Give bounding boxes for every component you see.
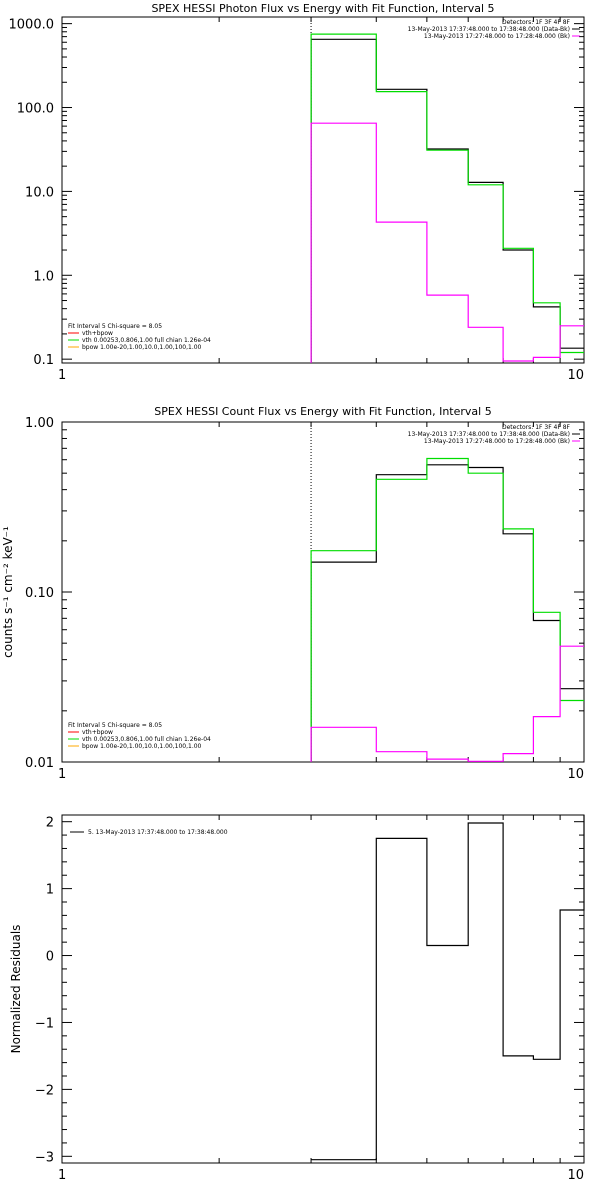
series-fit	[310, 33, 584, 363]
legend-top-line: 13-May-2013 17:37:48.000 to 17:38:48.000…	[408, 26, 570, 33]
legend-bottom-line: vth+bpow	[82, 330, 113, 337]
legend-top-line: 13-May-2013 17:37:48.000 to 17:38:48.000…	[408, 431, 570, 438]
y-tick-label: 0.10	[25, 586, 54, 601]
x-tick-label: 1	[58, 368, 66, 383]
y-tick-label: −1	[35, 1016, 54, 1031]
chart-title: SPEX HESSI Count Flux vs Energy with Fit…	[154, 405, 491, 418]
plot-frame	[61, 16, 585, 364]
legend-bottom-line: vth 0.00253,0.806,1.00 full chian 1.26e-…	[82, 736, 211, 743]
y-tick-label: 0	[46, 950, 54, 965]
x-tick-label: 10	[567, 767, 584, 782]
y-tick-label: 10.0	[25, 185, 54, 200]
plot-frame	[61, 814, 585, 1164]
series-background	[310, 645, 584, 762]
legend-top-line: 13-May-2013 17:27:48.000 to 17:28:48.000…	[424, 33, 570, 40]
legend-top-line: 5. 13-May-2013 17:37:48.000 to 17:38:48.…	[88, 829, 228, 836]
series-data	[310, 38, 584, 363]
legend-bottom-line: Fit Interval 5 Chi-square = 8.05	[68, 323, 162, 330]
series-fit	[310, 457, 584, 762]
chart-2: SPEX HESSI Count Flux vs Energy with Fit…	[1, 405, 585, 782]
legend-bottom-line: bpow 1.00e-20,1.00,10.0,1.00,100,1.00	[82, 344, 202, 351]
y-tick-label: 1.00	[25, 416, 54, 431]
legend-bottom-line: vth 0.00253,0.806,1.00 full chian 1.26e-…	[82, 337, 211, 344]
y-tick-label: 100.0	[17, 102, 54, 117]
y-tick-label: 1.0	[33, 269, 54, 284]
series-data	[310, 464, 584, 762]
legend-bottom-line: Fit Interval 5 Chi-square = 8.05	[68, 722, 162, 729]
chart-3: Normalized Residuals 1 10 −3 −2 −1 0 1 2 5. 13-Ma…	[9, 814, 585, 1183]
y-tick-label: 2	[46, 816, 54, 831]
legend-bottom-line: bpow 1.00e-20,1.00,10.0,1.00,100,1.00	[82, 743, 202, 750]
plot-frame	[61, 421, 585, 763]
y-tick-label: 0.1	[33, 353, 54, 368]
x-tick-label: 10	[567, 1168, 584, 1183]
legend-bottom-line: vth+bpow	[82, 729, 113, 736]
y-tick-label: 1	[46, 883, 54, 898]
y-axis-label: Normalized Residuals	[9, 925, 23, 1054]
x-tick-label: 1	[58, 1168, 66, 1183]
y-tick-label: 0.01	[25, 756, 54, 771]
series-background	[310, 122, 584, 363]
y-tick-label: −3	[35, 1150, 54, 1165]
x-tick-label: 10	[567, 368, 584, 383]
series-residuals	[311, 815, 585, 1161]
legend-top-line: Detectors: 1F 3F 4F 8F	[502, 19, 571, 26]
chart-title: SPEX HESSI Photon Flux vs Energy with Fi…	[151, 2, 494, 15]
y-tick-label: −2	[35, 1083, 54, 1098]
x-tick-label: 1	[58, 767, 66, 782]
chart-1: SPEX HESSI Photon Flux vs Energy with Fi…	[9, 2, 585, 383]
y-tick-label: 1000.0	[9, 18, 55, 33]
legend-top-line: 13-May-2013 17:27:48.000 to 17:28:48.000…	[424, 438, 570, 445]
y-axis-label: counts s⁻¹ cm⁻² keV⁻¹	[1, 526, 15, 658]
legend-top-line: Detectors: 1F 3F 4F 8F	[502, 424, 571, 431]
